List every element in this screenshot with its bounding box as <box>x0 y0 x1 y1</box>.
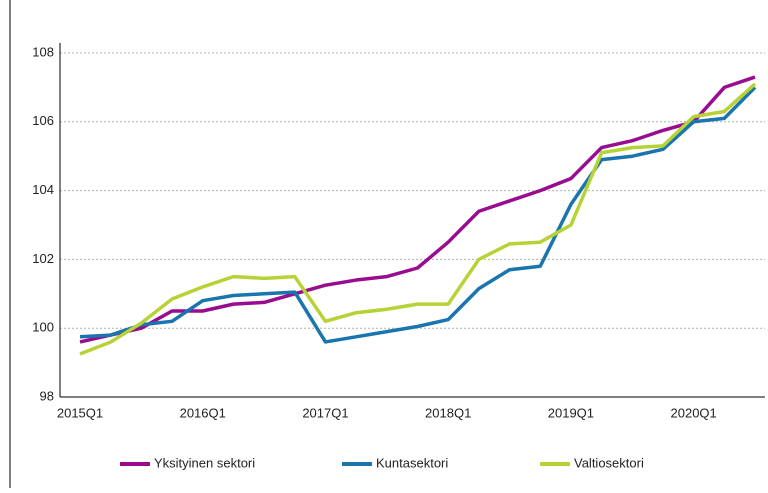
y-tick-label: 106 <box>32 113 54 128</box>
legend-label: Yksityinen sektori <box>154 455 255 470</box>
x-tick-label: 2015Q1 <box>57 405 103 420</box>
y-tick-label: 100 <box>32 320 54 335</box>
x-tick-label: 2017Q1 <box>302 405 348 420</box>
series-line <box>79 75 756 344</box>
y-tick-label: 98 <box>40 388 54 403</box>
y-tick-label: 102 <box>32 251 54 266</box>
x-tick-label: 2019Q1 <box>548 405 594 420</box>
x-tick-label: 2020Q1 <box>671 405 717 420</box>
x-tick-label: 2016Q1 <box>180 405 226 420</box>
series-line <box>79 82 757 356</box>
legend-label: Kuntasektori <box>376 455 448 470</box>
y-tick-label: 104 <box>32 182 54 197</box>
x-tick-label: 2018Q1 <box>425 405 471 420</box>
series-line <box>79 86 757 344</box>
y-tick-label: 108 <box>32 44 54 59</box>
legend-label: Valtiosektori <box>574 455 644 470</box>
